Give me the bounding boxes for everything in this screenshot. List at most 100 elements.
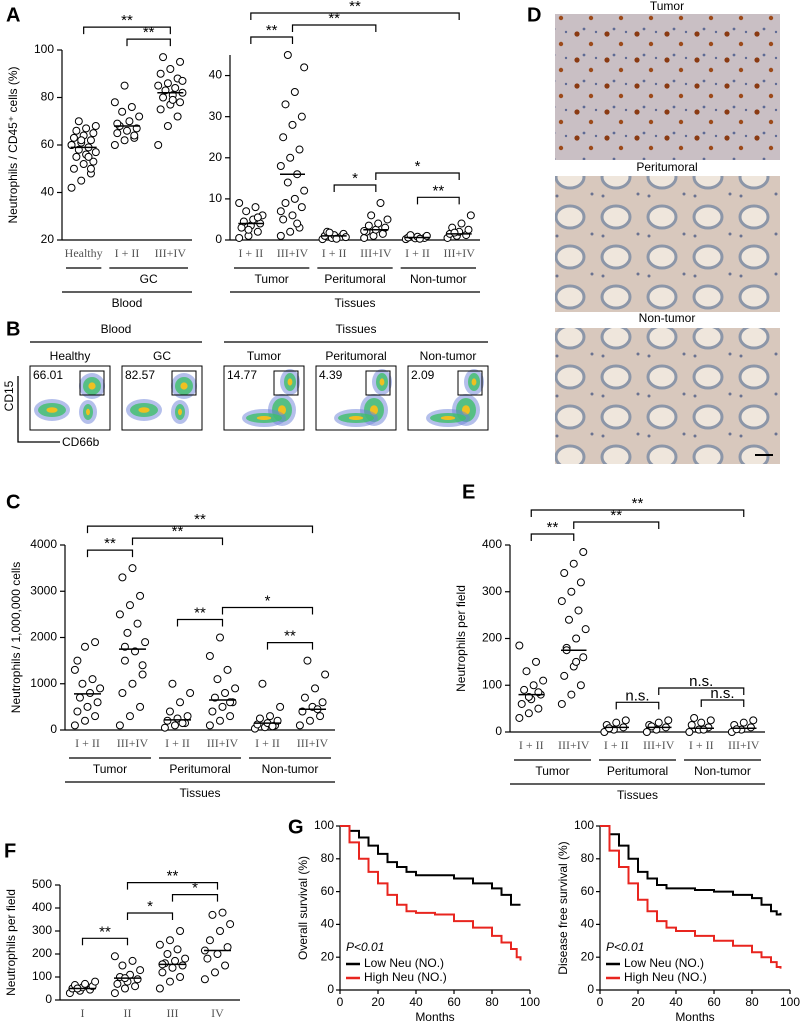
dot [79, 160, 88, 168]
x-tick-label: 60 [707, 995, 721, 1009]
y-tick-label: 0 [587, 982, 594, 996]
dot [318, 698, 327, 707]
dot [70, 665, 79, 674]
dot [156, 69, 165, 78]
dot [560, 671, 569, 680]
dot [91, 977, 100, 986]
significance-label: ** [194, 604, 206, 621]
dot [74, 117, 83, 126]
dot [83, 702, 92, 711]
dot [457, 219, 466, 228]
dot [73, 656, 82, 665]
significance-bracket [530, 533, 575, 542]
y-tick-label: 0 [215, 232, 222, 246]
group-label: Non-tumor [262, 762, 319, 776]
y-tick-label: 60 [321, 884, 335, 898]
dot [311, 684, 320, 693]
significance-bracket [126, 882, 219, 890]
dot [276, 702, 285, 711]
dot [171, 84, 180, 92]
dot [517, 699, 526, 708]
dot [529, 681, 538, 690]
dot [297, 203, 306, 212]
dot [170, 721, 179, 730]
gate [457, 370, 483, 396]
y-axis-label: Disease free survival (%) [556, 841, 570, 974]
dot [159, 53, 168, 62]
dot [173, 112, 182, 121]
group-label: Tumor [93, 762, 127, 776]
y-tick-label: 100 [314, 818, 334, 832]
dot [226, 712, 235, 721]
dot [522, 667, 531, 676]
dot [183, 712, 192, 721]
dot [96, 684, 105, 693]
significance-bracket [86, 549, 134, 558]
x-tick-label: III+IV [155, 246, 187, 260]
dot [557, 597, 566, 606]
annotation: P<0.01 [346, 940, 384, 954]
dot [746, 723, 755, 732]
panel-letter: C [6, 491, 20, 513]
dot [360, 226, 369, 235]
dot [303, 656, 312, 665]
y-tick-label: 80 [581, 851, 595, 865]
dot [133, 619, 142, 628]
dot [163, 950, 172, 958]
dot [131, 982, 140, 991]
y-tick-label: 400 [482, 537, 502, 551]
density [88, 382, 96, 390]
dot [125, 601, 134, 610]
dot [279, 133, 288, 142]
significance-label: ** [432, 182, 444, 199]
significance-label: ** [104, 535, 116, 552]
dot [579, 548, 588, 557]
x-tick-label: I + II [75, 736, 100, 750]
x-tick-label: I + II [322, 246, 347, 260]
significance-label: ** [172, 523, 184, 540]
significance-label: ** [328, 10, 340, 27]
significance-label: ** [266, 22, 278, 39]
dot [163, 79, 172, 88]
significance-bracket [700, 699, 745, 707]
x-tick-label: I + II [689, 738, 714, 752]
legend-label: High Neu (NO.) [624, 970, 707, 984]
gate [273, 370, 299, 396]
significance-bracket [131, 537, 224, 546]
dot [130, 131, 139, 140]
dot [581, 625, 590, 634]
gate [365, 370, 391, 396]
dot [67, 183, 76, 192]
dot [532, 657, 541, 666]
dot [515, 713, 524, 722]
dot [181, 954, 190, 963]
dot [210, 968, 219, 977]
dot [136, 966, 145, 975]
super-label: Tissues [617, 788, 658, 802]
dot [215, 633, 224, 642]
dot [165, 707, 174, 716]
dot [376, 199, 385, 207]
dot [208, 707, 217, 716]
dot [288, 211, 297, 220]
dot [685, 728, 694, 736]
dot [300, 63, 309, 72]
significance-label: n.s. [710, 685, 734, 702]
group-label: Peritumoral [169, 762, 230, 776]
y-tick-label: 0 [495, 724, 502, 738]
micrograph [555, 328, 780, 464]
micrograph [555, 176, 780, 312]
panel-letter: G [288, 816, 304, 838]
y-tick-label: 30 [209, 109, 223, 123]
dot [515, 641, 524, 650]
y-axis-label: Neutrophils / 1,000,000 cells [9, 562, 23, 713]
group-label: GC [140, 272, 158, 286]
dot [158, 968, 167, 977]
x-tick-label: I [81, 1006, 85, 1020]
dot [125, 712, 134, 721]
significance-label: ** [610, 507, 622, 524]
x-tick-label: 100 [520, 995, 540, 1009]
x-tick-label: III+IV [643, 738, 675, 752]
dot [534, 704, 543, 713]
